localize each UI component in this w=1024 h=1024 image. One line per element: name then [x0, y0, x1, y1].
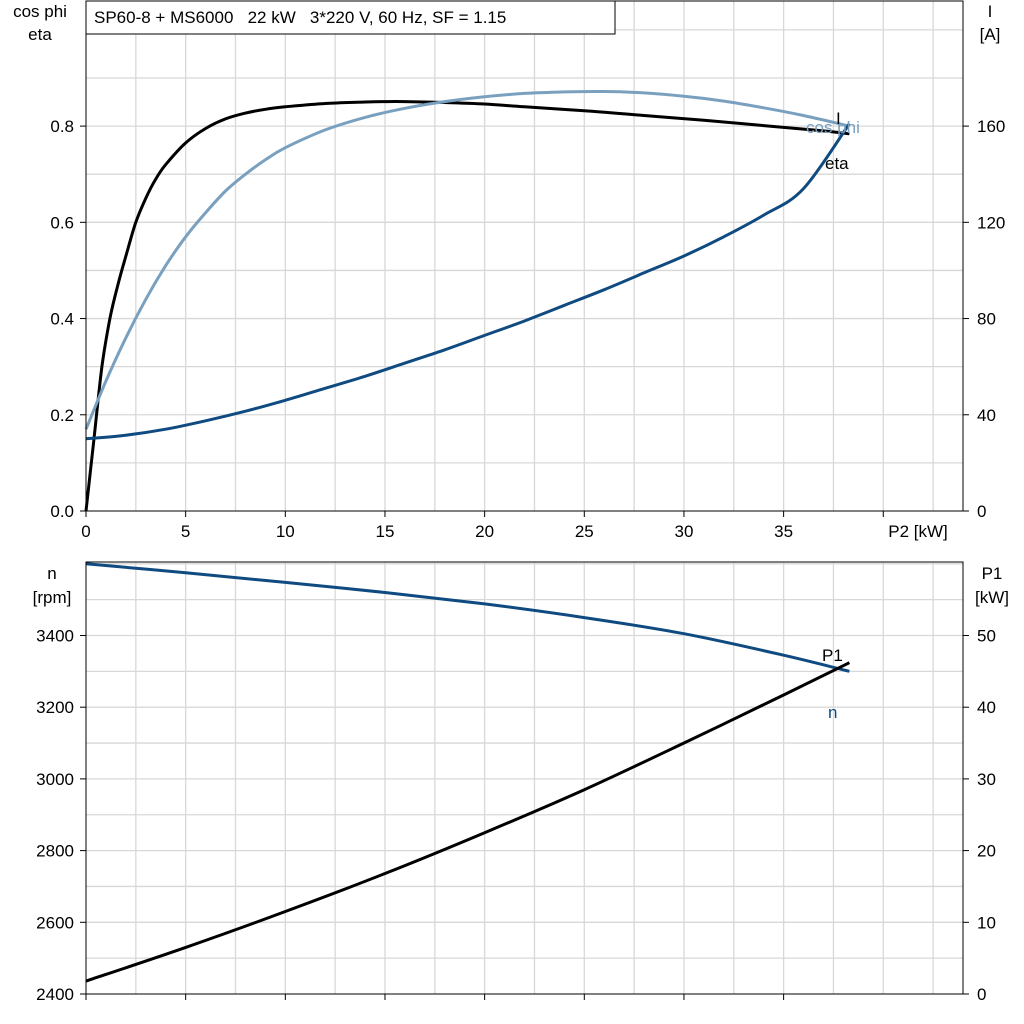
- top-x-axis-label: P2 [kW]: [888, 522, 948, 541]
- top-left-label-eta: eta: [28, 25, 52, 44]
- series-label-p1: P1: [822, 646, 843, 665]
- x-tick-label: 5: [181, 522, 190, 541]
- series-label-i: I: [836, 109, 841, 128]
- title-box: [85, 0, 616, 35]
- y-left-tick-label: 0.6: [50, 213, 74, 232]
- series-line-i: [85, 122, 851, 441]
- y-left-tick-label: 3000: [36, 770, 74, 789]
- top-series: [84, 89, 851, 512]
- bottom-left-label-unit: [rpm]: [33, 588, 72, 607]
- top-axes: 0 5 10 15 20 25 30 35 0.0 0.2 0.4 0.6 0.8 0 40 80 120 160: [50, 117, 1005, 541]
- y-right-tick-label: 30: [977, 770, 996, 789]
- y-left-tick-label: 0.2: [50, 406, 74, 425]
- x-tick-label: 35: [774, 522, 793, 541]
- x-tick-label: 20: [475, 522, 494, 541]
- bottom-chart: 2400 2600 2800 3000 3200 3400 0 10 20 30 40 50 n [r…: [33, 561, 1009, 1004]
- y-right-tick-label: 0: [977, 985, 986, 1004]
- y-right-tick-label: 40: [977, 698, 996, 717]
- x-tick-label: 10: [276, 522, 295, 541]
- bottom-series: [85, 562, 851, 983]
- y-left-tick-label: 2600: [36, 913, 74, 932]
- y-left-tick-label: 2400: [36, 985, 74, 1004]
- y-left-tick-label: 0.4: [50, 310, 74, 329]
- y-right-tick-label: 160: [977, 117, 1005, 136]
- chart-title: SP60-8 + MS6000 22 kW 3*220 V, 60 Hz, SF…: [94, 8, 506, 27]
- top-right-label-i: I: [988, 2, 993, 21]
- series-label-n: n: [828, 703, 837, 722]
- x-tick-label: 15: [376, 522, 395, 541]
- top-right-label-unit: [A]: [980, 25, 1001, 44]
- bottom-right-label-p1: P1: [982, 564, 1003, 583]
- top-chart: 0 5 10 15 20 25 30 35 0.0 0.2 0.4 0.6 0.8 0 40 80 120 160…: [13, 0, 1005, 541]
- series-line-n: [85, 562, 850, 673]
- series-label-eta: eta: [825, 154, 849, 173]
- y-right-tick-label: 120: [977, 213, 1005, 232]
- y-right-tick-label: 40: [977, 406, 996, 425]
- x-tick-label: 0: [81, 522, 90, 541]
- y-left-tick-label: 0.0: [50, 502, 74, 521]
- y-left-tick-label: 2800: [36, 842, 74, 861]
- x-tick-label: 30: [674, 522, 693, 541]
- top-left-label-cosphi: cos phi: [13, 2, 67, 21]
- bottom-plot-frame: [85, 561, 964, 995]
- series-line-p1: [85, 661, 851, 983]
- y-right-tick-label: 80: [977, 310, 996, 329]
- bottom-left-label-n: n: [47, 564, 56, 583]
- bottom-grid: [86, 562, 963, 994]
- bottom-axes: 2400 2600 2800 3000 3200 3400 0 10 20 30 40 50: [36, 626, 996, 1004]
- y-right-tick-label: 10: [977, 913, 996, 932]
- x-tick-label: 25: [575, 522, 594, 541]
- series-label-cosphi: cos phi: [806, 118, 860, 137]
- y-left-tick-label: 3400: [36, 626, 74, 645]
- y-right-tick-label: 50: [977, 626, 996, 645]
- y-right-tick-label: 0: [977, 502, 986, 521]
- series-line-cos-phi: [84, 89, 850, 430]
- series-line-eta: [84, 99, 850, 512]
- y-left-tick-label: 3200: [36, 698, 74, 717]
- y-left-tick-label: 0.8: [50, 117, 74, 136]
- bottom-right-label-unit: [kW]: [975, 588, 1009, 607]
- y-right-tick-label: 20: [977, 842, 996, 861]
- top-grid: [86, 1, 963, 511]
